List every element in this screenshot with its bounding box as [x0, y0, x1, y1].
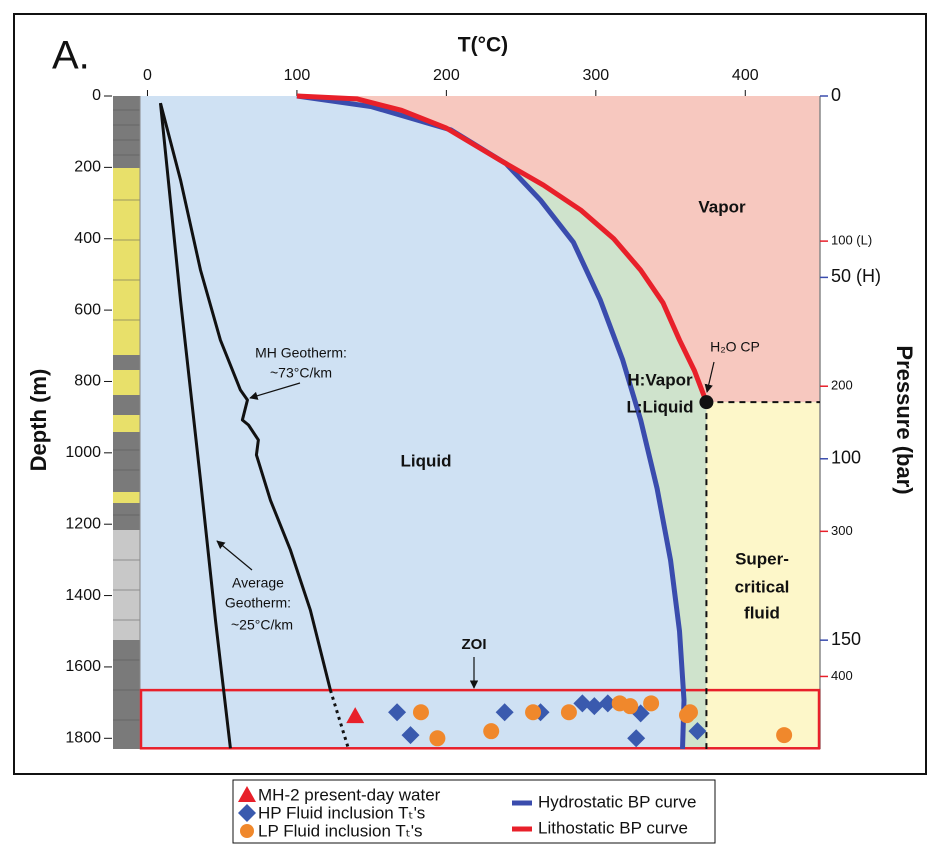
pressure-tick-label: 0	[831, 85, 841, 105]
annotation: critical	[735, 577, 790, 596]
annotation: Liquid	[401, 451, 452, 470]
diamond-point	[401, 726, 420, 745]
legend-swatch	[240, 824, 254, 838]
x-tick-label: 300	[582, 67, 609, 84]
critical-point	[699, 395, 714, 410]
legend-box	[232, 779, 716, 844]
circle-point	[622, 698, 639, 715]
circle-point	[776, 727, 793, 744]
annotation: MH Geotherm:	[255, 345, 347, 361]
zoi-box	[139, 688, 821, 750]
diamond-point	[585, 697, 604, 716]
legend-label: HP Fluid inclusion Tₜ's	[258, 803, 425, 822]
arrow	[249, 382, 301, 400]
two-phase-region	[296, 96, 707, 749]
y-tick-label: 200	[74, 159, 101, 176]
annotation: ~25°C/km	[231, 617, 293, 633]
annotation: fluid	[744, 603, 780, 622]
annotation: H:Vapor	[627, 370, 693, 389]
circle-point	[429, 730, 446, 747]
y-tick-label: 1800	[65, 730, 101, 747]
diamond-point	[573, 694, 592, 713]
x-tick-label: 200	[433, 67, 460, 84]
pressure-tick-label: 150	[831, 629, 861, 649]
diamond-point	[598, 694, 617, 713]
legend-swatch	[238, 804, 256, 822]
bp-curve	[296, 93, 709, 404]
y-tick-label: 1600	[65, 658, 101, 675]
annotation: Geotherm:	[225, 595, 291, 611]
y2-axis-title: Pressure (bar)	[892, 345, 917, 494]
triangle-point	[346, 707, 365, 724]
y-axis-title: Depth (m)	[26, 369, 51, 472]
y-tick-label: 1400	[65, 587, 101, 604]
annotation: Average	[232, 575, 284, 591]
circle-point	[525, 704, 542, 721]
diamond-point	[627, 729, 646, 748]
annotation: Super-	[735, 549, 789, 568]
diamond-point	[388, 703, 407, 722]
circle-point	[483, 723, 500, 740]
supercritical-region	[706, 402, 820, 749]
circle-point	[681, 704, 698, 721]
annotation: ~73°C/km	[270, 365, 332, 381]
circle-point	[412, 704, 429, 721]
diamond-point	[495, 703, 514, 722]
y-tick-label: 800	[74, 373, 101, 390]
legend-label: Lithostatic BP curve	[538, 818, 688, 837]
pressure-tick-label: 100 (L)	[831, 233, 872, 248]
pressure-tick-label: 50 (H)	[831, 266, 881, 286]
y-tick-label: 1000	[65, 444, 101, 461]
annotation: L:Liquid	[626, 397, 693, 416]
y-tick-label: 400	[74, 230, 101, 247]
pressure-tick-label: 300	[831, 523, 853, 538]
legend-swatch	[238, 786, 256, 802]
pressure-tick-label: 400	[831, 668, 853, 683]
arrow	[704, 361, 715, 393]
x-tick-label: 0	[143, 67, 152, 84]
vapor-region	[296, 96, 820, 403]
circle-point	[643, 695, 660, 712]
pressure-tick-label: 200	[831, 378, 853, 393]
y-tick-label: 1200	[65, 515, 101, 532]
panel-label: A.	[52, 34, 90, 78]
y-tick-label: 0	[92, 87, 101, 104]
circle-point	[560, 704, 577, 721]
geotherm-line	[158, 102, 232, 749]
arrow	[216, 540, 253, 571]
zoi-label: ZOI	[462, 636, 487, 653]
legend-label: LP Fluid inclusion Tₜ's	[258, 821, 423, 840]
x-tick-label: 100	[284, 67, 311, 84]
diamond-point	[688, 722, 707, 741]
legend-label: MH-2 present-day water	[258, 785, 441, 804]
lithology-column	[113, 96, 140, 749]
geotherm-line	[159, 102, 332, 691]
figure-frame	[13, 13, 927, 775]
x-tick-label: 400	[732, 67, 759, 84]
annotation: Vapor	[698, 197, 746, 216]
y-tick-label: 600	[74, 301, 101, 318]
geotherm-line	[328, 689, 350, 749]
x-axis-title: T(°C)	[458, 34, 508, 57]
annotation: H₂O CP	[710, 339, 760, 355]
legend-label: Hydrostatic BP curve	[538, 792, 696, 811]
pressure-tick-label: 100	[831, 448, 861, 468]
